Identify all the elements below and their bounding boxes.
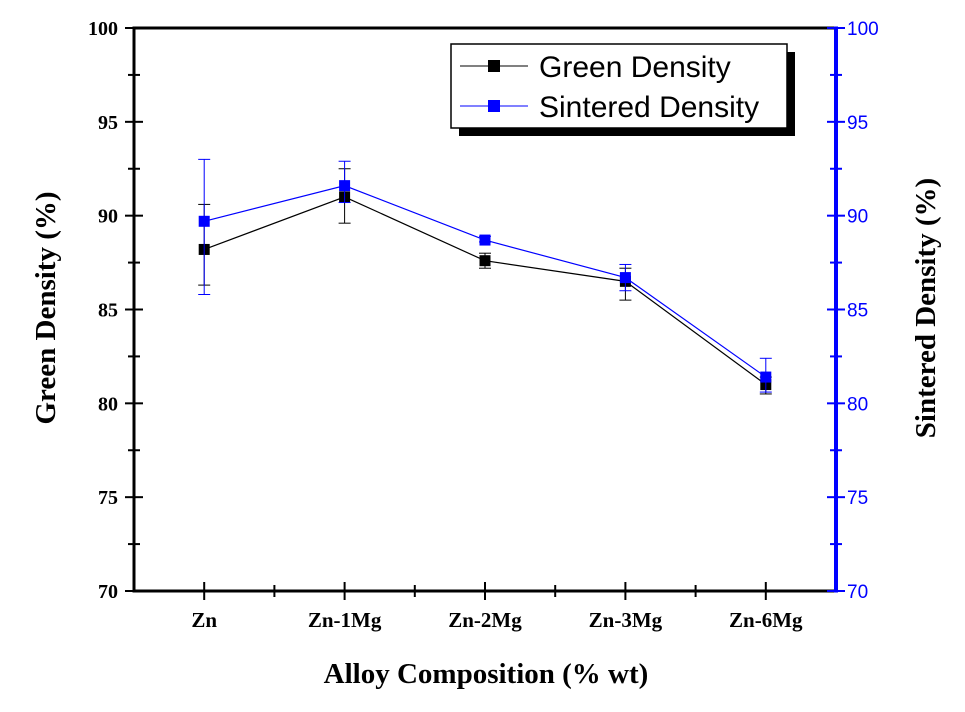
data-point	[479, 234, 491, 246]
left-tick-label: 80	[98, 393, 118, 415]
data-point	[198, 215, 210, 227]
right-tick-label: 95	[847, 113, 868, 134]
x-tick-label: Zn-1Mg	[308, 608, 382, 632]
left-tick-label: 100	[88, 18, 118, 40]
legend-marker-green	[488, 60, 500, 72]
right-tick-label: 80	[847, 394, 868, 415]
left-tick-label: 75	[98, 487, 118, 509]
legend-label-sintered: Sintered Density	[539, 91, 759, 124]
legend-box	[450, 43, 788, 129]
series-line	[204, 185, 767, 378]
legend-marker-sintered	[488, 100, 500, 112]
x-tick-label: Zn-6Mg	[729, 608, 803, 632]
legend-label-green: Green Density	[539, 51, 731, 84]
left-tick-label: 90	[98, 206, 118, 228]
x-tick-label: Zn-2Mg	[448, 608, 522, 632]
right-y-axis-label: Sintered Density (%)	[910, 178, 942, 438]
series-sintered-density	[198, 158, 772, 393]
legend: Green Density Sintered Density	[450, 43, 795, 136]
right-tick-label: 75	[847, 488, 868, 509]
right-tick-label: 90	[847, 207, 868, 228]
data-point	[760, 371, 772, 383]
left-tick-label: 70	[98, 581, 118, 603]
right-tick-label: 85	[847, 301, 868, 322]
series-green-density	[198, 168, 772, 395]
left-tick-label: 95	[98, 112, 118, 134]
data-point	[619, 272, 631, 284]
right-tick-label: 100	[847, 19, 879, 40]
left-y-axis: 70 75 80 85 90 95 100	[88, 18, 143, 603]
right-y-axis: 70 75 80 85 90 95 100	[827, 19, 879, 603]
left-y-axis-label: Green Density (%)	[30, 191, 62, 424]
x-axis: Zn Zn-1Mg Zn-2Mg Zn-3Mg Zn-6Mg	[191, 582, 803, 632]
data-point	[339, 180, 351, 192]
right-tick-label: 70	[847, 582, 868, 603]
x-tick-label: Zn-3Mg	[589, 608, 663, 632]
data-point	[479, 255, 491, 267]
x-axis-label: Alloy Composition (% wt)	[324, 658, 649, 690]
series-layer	[198, 158, 772, 395]
left-tick-label: 85	[98, 300, 118, 322]
series-line	[203, 196, 767, 386]
x-tick-label: Zn	[191, 608, 217, 632]
